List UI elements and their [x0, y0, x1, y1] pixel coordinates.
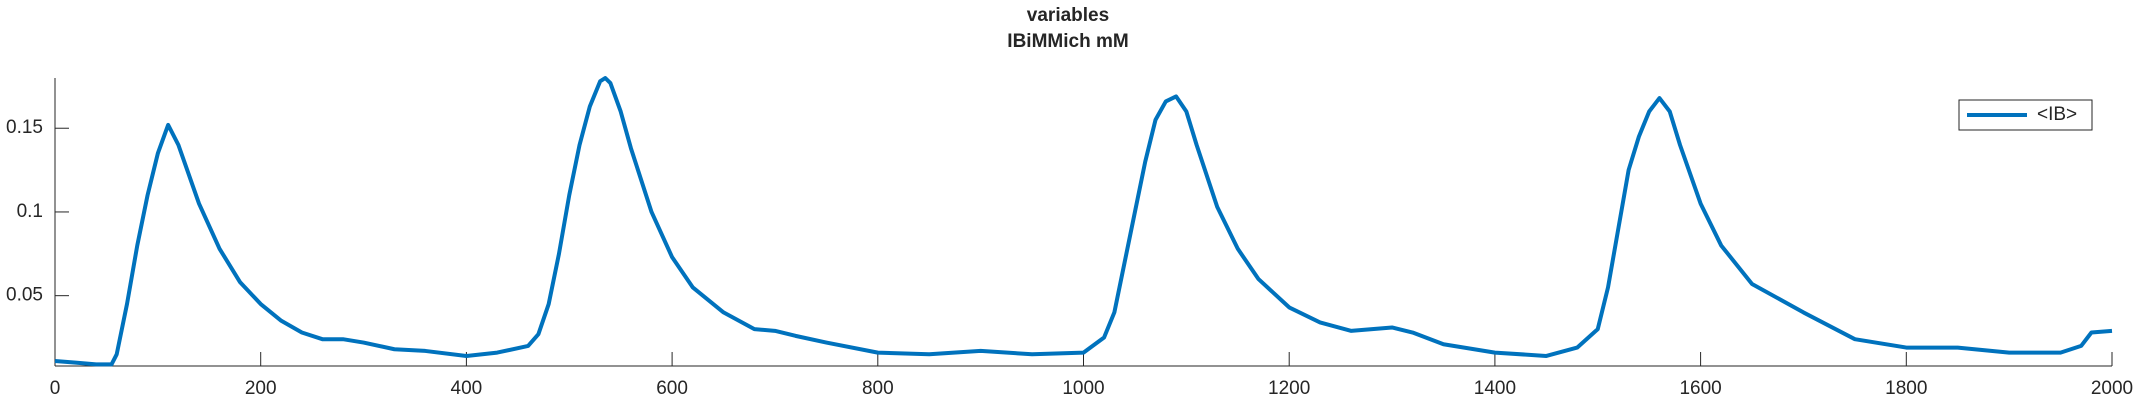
x-tick-label: 1800	[1885, 378, 1927, 399]
x-tick-label: 0	[50, 378, 61, 399]
chart-title: variables	[1027, 5, 1109, 26]
x-tick-label: 2000	[2091, 378, 2133, 399]
x-tick-label: 1000	[1062, 378, 1104, 399]
x-tick-label: 1600	[1679, 378, 1721, 399]
x-tick-label: 800	[862, 378, 894, 399]
x-tick-label: 200	[245, 378, 277, 399]
x-tick-label: 600	[656, 378, 688, 399]
x-tick-label: 1200	[1268, 378, 1310, 399]
x-tick-label: 400	[451, 378, 483, 399]
legend-label: <IB>	[2037, 104, 2077, 125]
x-tick-label: 1400	[1474, 378, 1516, 399]
y-tick-label: 0.05	[6, 285, 43, 306]
y-tick-label: 0.15	[6, 117, 43, 138]
y-tick-label: 0.1	[17, 201, 43, 222]
chart-subtitle: IBiMMich mM	[1007, 31, 1128, 52]
data-line	[54, 76, 2113, 367]
